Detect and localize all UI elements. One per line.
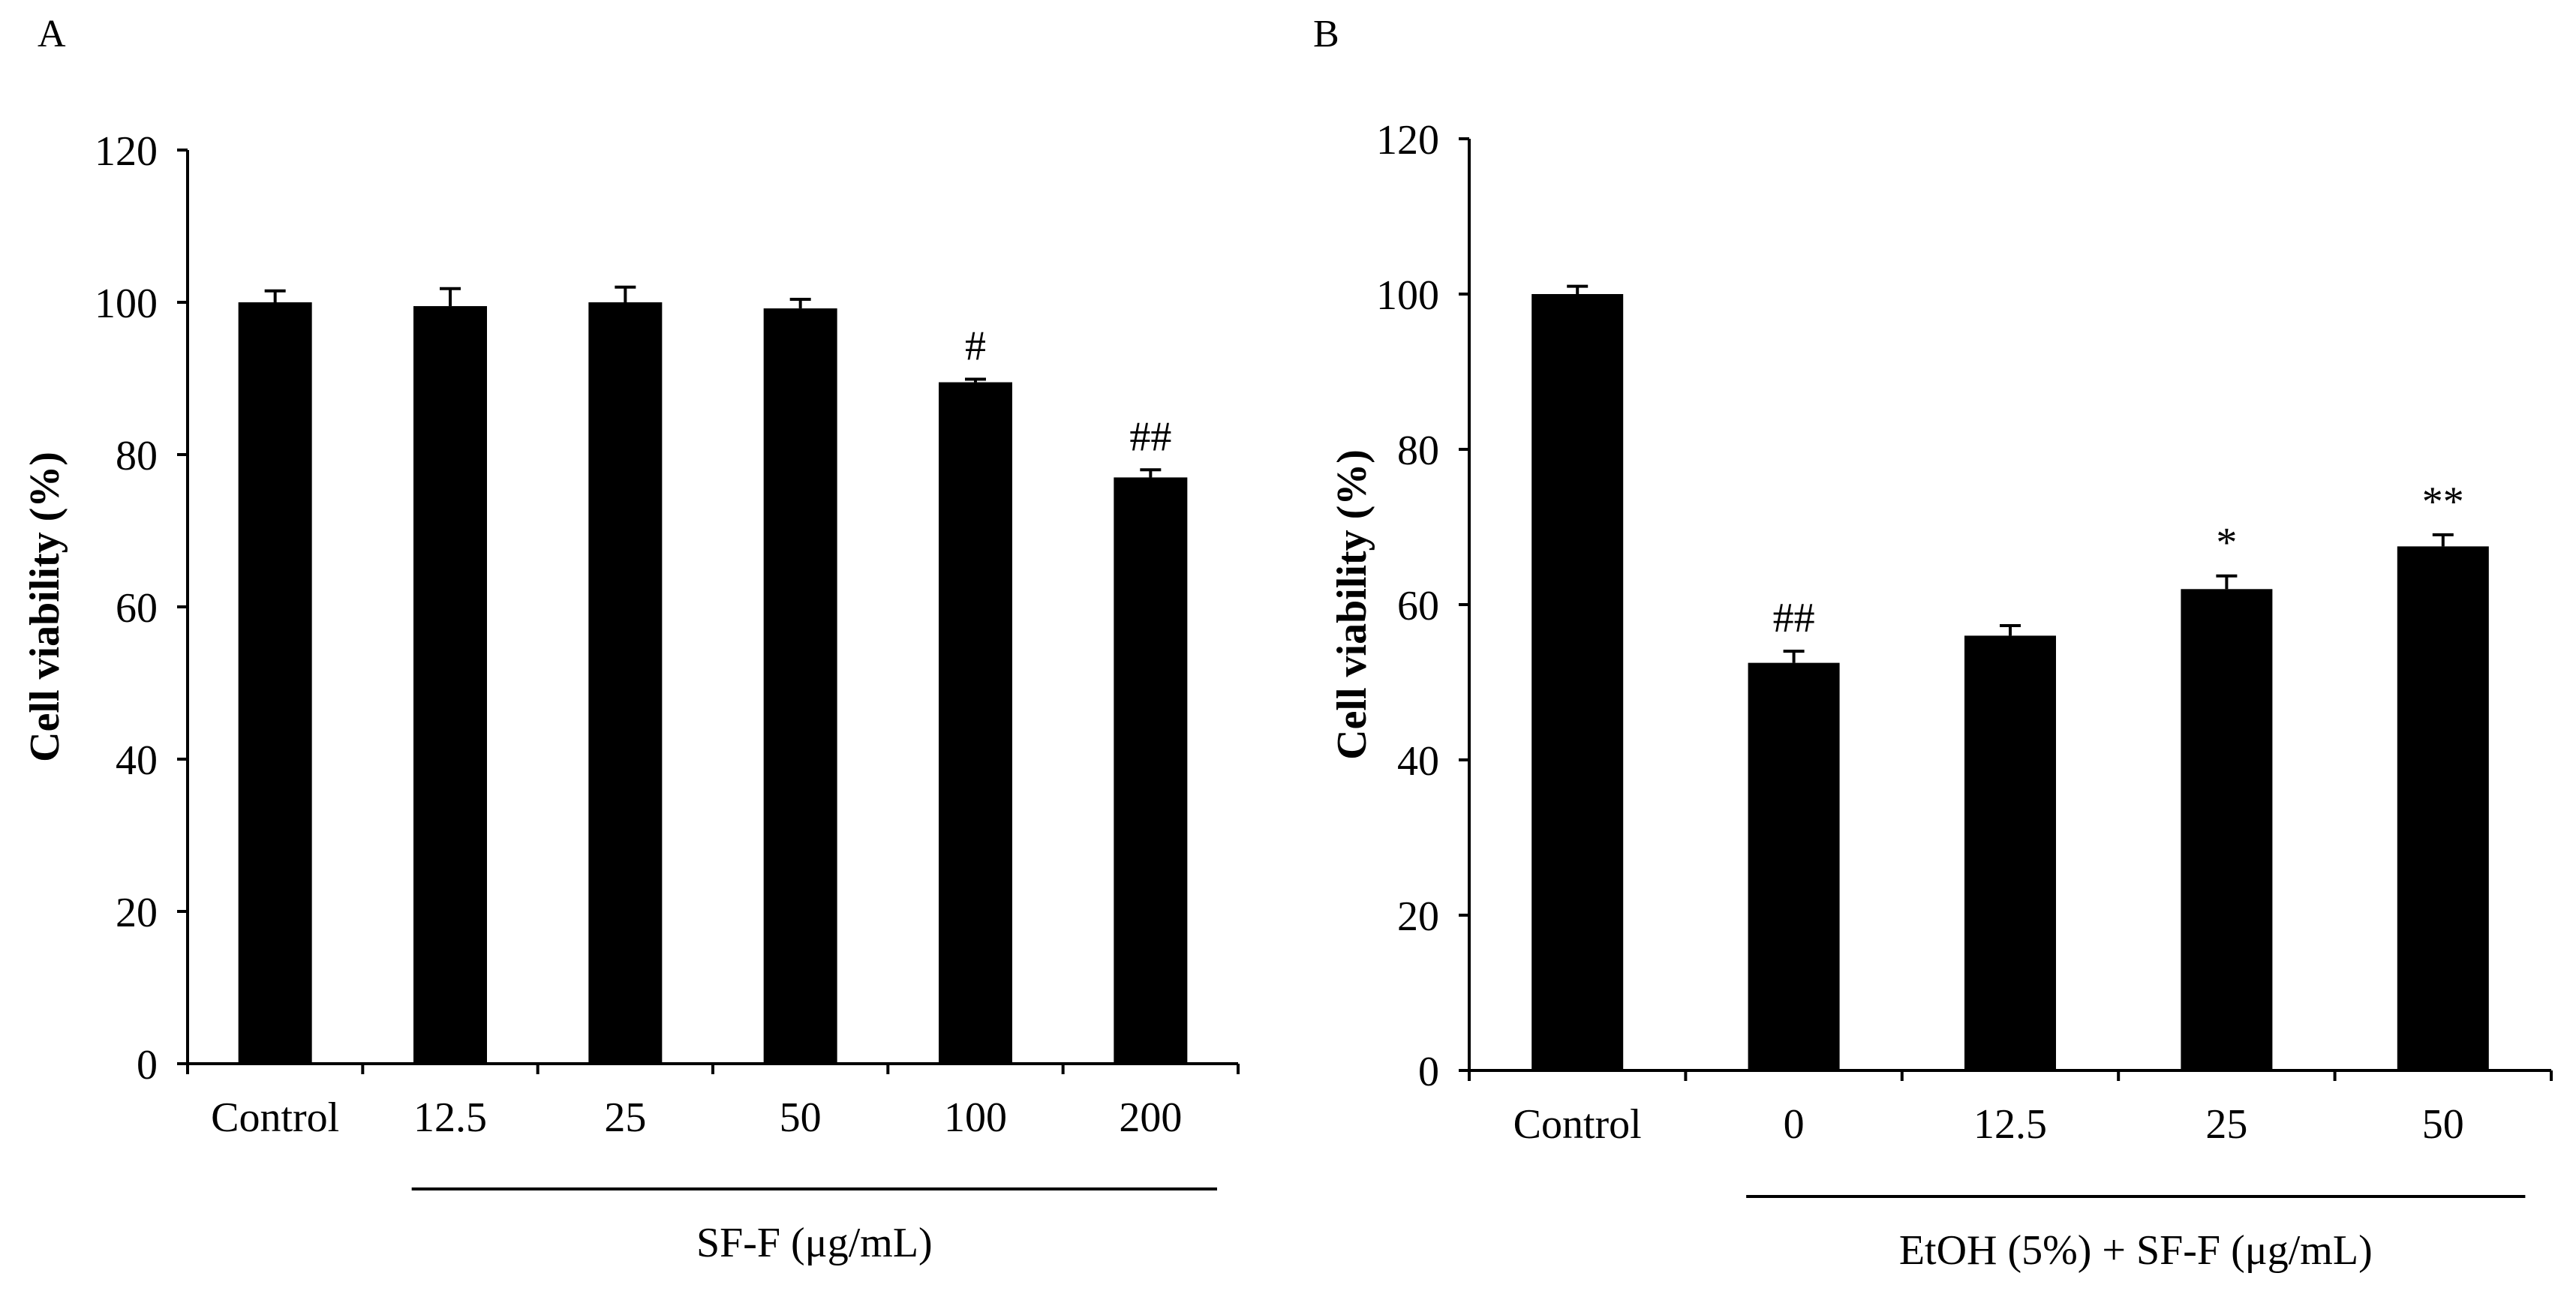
panel-b: B 0 20 40 60 80 100 120 Control ## 0 12.5 * 25 ** 50 EtO…	[1313, 13, 2553, 1274]
x-tick-label: 100	[944, 1094, 1007, 1141]
significance-marker: ##	[1129, 413, 1171, 460]
y-axis-title: Cell viability (%)	[22, 452, 68, 762]
bar-0	[1748, 662, 1840, 1070]
significance-marker: #	[965, 323, 986, 370]
bar-200	[1114, 477, 1188, 1064]
x-tick-label: Control	[211, 1094, 339, 1141]
bar-12-5	[413, 306, 487, 1064]
bar-50	[763, 308, 837, 1064]
x-tick-label: 200	[1119, 1094, 1182, 1141]
x-tick-label: 0	[1784, 1101, 1805, 1148]
bar-100	[939, 382, 1012, 1064]
y-tick-label: 40	[116, 737, 158, 784]
panel-a: A 0 20 40 60 80 100 120 Control 12.5 25 50 #100 ## 200…	[22, 13, 1240, 1266]
significance-marker: *	[2216, 520, 2237, 566]
significance-marker: ##	[1773, 595, 1815, 641]
y-tick-label: 120	[95, 128, 158, 175]
bar-25	[588, 302, 663, 1064]
y-tick-label: 0	[1418, 1049, 1439, 1095]
y-tick-label: 120	[1376, 117, 1439, 164]
y-tick-label: 20	[1397, 893, 1439, 940]
y-tick-label: 40	[1397, 738, 1439, 785]
y-tick-label: 100	[1376, 272, 1439, 319]
y-tick-label: 80	[116, 433, 158, 479]
y-tick-label: 20	[116, 890, 158, 936]
x-tick-label: 25	[2205, 1101, 2247, 1148]
bar-12-5	[1964, 635, 2056, 1070]
x-tick-label: 25	[604, 1094, 646, 1141]
y-tick-label: 80	[1397, 428, 1439, 474]
y-tick-label: 60	[116, 585, 158, 632]
x-tick-label: 50	[2422, 1101, 2464, 1148]
bar-50	[2397, 546, 2489, 1070]
x-tick-label: 50	[780, 1094, 822, 1141]
y-axis-title: Cell viability (%)	[1329, 449, 1375, 760]
significance-marker: **	[2422, 479, 2464, 525]
y-tick-label: 100	[95, 281, 158, 327]
y-tick-label: 0	[137, 1042, 158, 1088]
x-tick-label: Control	[1513, 1101, 1642, 1148]
group-label: SF-F (μg/mL)	[696, 1220, 933, 1266]
group-label: EtOH (5%) + SF-F (μg/mL)	[1899, 1227, 2373, 1274]
x-tick-label: 12.5	[1973, 1101, 2047, 1148]
panel-letter: B	[1313, 13, 1339, 56]
bar-25	[2181, 589, 2273, 1070]
bar-control	[238, 302, 312, 1064]
bar-control	[1531, 294, 1624, 1070]
panel-letter: A	[38, 13, 66, 56]
y-tick-label: 60	[1397, 583, 1439, 629]
x-tick-label: 12.5	[413, 1094, 487, 1141]
